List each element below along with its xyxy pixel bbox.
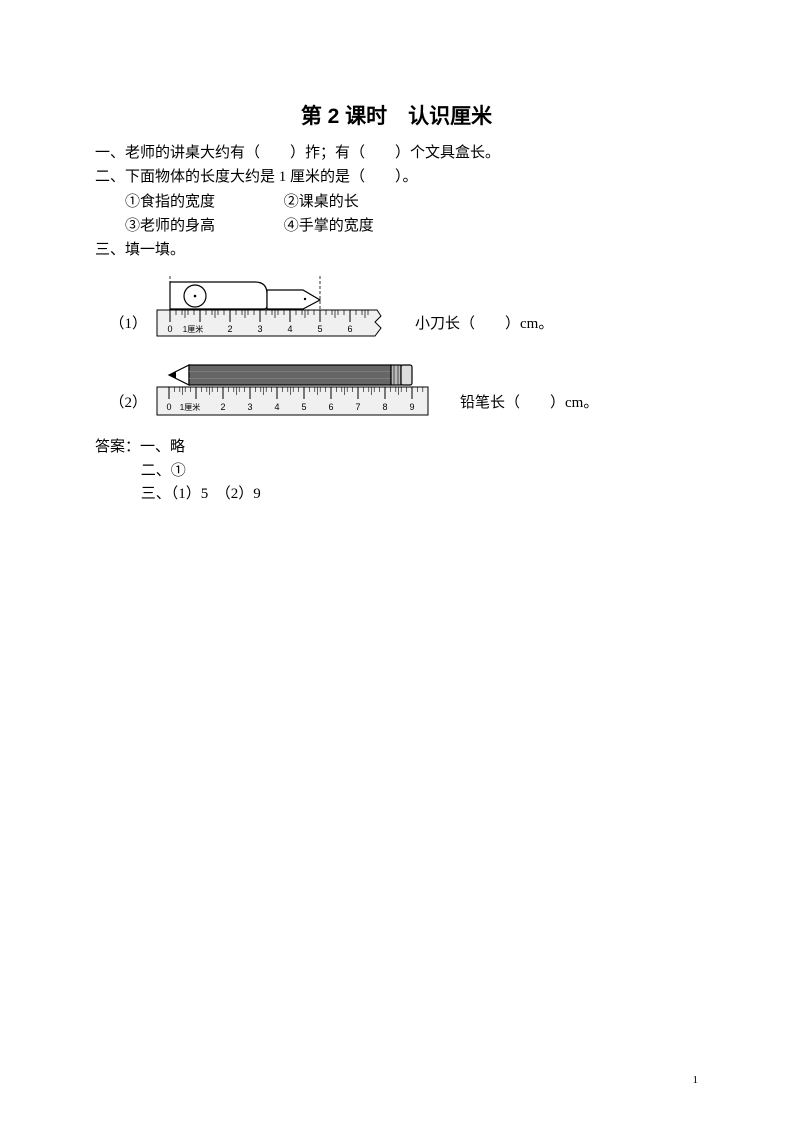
svg-text:5: 5 — [301, 402, 306, 412]
q3-sub1-label: （1） — [95, 312, 155, 343]
svg-text:2: 2 — [220, 402, 225, 412]
svg-text:6: 6 — [328, 402, 333, 412]
q2-opt3: ③老师的身高 — [125, 215, 280, 238]
svg-text:5: 5 — [317, 324, 322, 334]
q3-sub1-figure: 0 1厘米 2 3 4 5 6 — [155, 266, 385, 343]
svg-text:1厘米: 1厘米 — [183, 324, 203, 334]
question-1: 一、老师的讲桌大约有（ ）拃；有（ ）个文具盒长。 — [95, 142, 698, 165]
q2-opt1: ①食指的宽度 — [125, 191, 280, 214]
answer-3: 三、（1）5 （2）9 — [95, 483, 698, 506]
svg-text:1厘米: 1厘米 — [180, 402, 200, 412]
svg-text:0: 0 — [167, 324, 172, 334]
svg-text:4: 4 — [287, 324, 292, 334]
q3-sub2-label: （2） — [95, 391, 155, 422]
svg-text:0: 0 — [166, 402, 171, 412]
question-2-stem: 二、下面物体的长度大约是 1 厘米的是（ ）。 — [95, 166, 698, 189]
q3-sub2-caption: 铅笔长（ ）cm。 — [430, 391, 598, 422]
answers-prefix: 答案： — [95, 439, 140, 455]
question-2-options-row1: ①食指的宽度 ②课桌的长 — [95, 191, 698, 214]
page-number: 1 — [693, 1074, 699, 1086]
svg-text:6: 6 — [347, 324, 352, 334]
answers-block: 答案：一、略 二、① 三、（1）5 （2）9 — [95, 436, 698, 506]
svg-text:4: 4 — [274, 402, 279, 412]
svg-text:3: 3 — [247, 402, 252, 412]
q2-opt2: ②课桌的长 — [284, 191, 359, 214]
svg-text:8: 8 — [382, 402, 387, 412]
svg-text:7: 7 — [355, 402, 360, 412]
question-3-sub1: （1） 0 1厘米 2 3 4 5 6 — [95, 266, 698, 343]
q3-sub1-caption: 小刀长（ ）cm。 — [385, 312, 553, 343]
answers-line1: 答案：一、略 — [95, 436, 698, 459]
q2-opt4: ④手掌的宽度 — [284, 215, 374, 238]
question-2-options-row2: ③老师的身高 ④手掌的宽度 — [95, 215, 698, 238]
svg-text:3: 3 — [257, 324, 262, 334]
page-title: 第 2 课时 认识厘米 — [95, 100, 698, 130]
question-3-stem: 三、填一填。 — [95, 239, 698, 262]
q3-sub2-figure: 0 1厘米 2 3 4 5 6 7 8 9 — [155, 347, 430, 422]
answer-1: 一、略 — [140, 439, 185, 455]
svg-text:9: 9 — [409, 402, 414, 412]
question-3-sub2: （2） 0 1厘米 2 3 4 5 6 7 8 9 — [95, 347, 698, 422]
answer-2: 二、① — [95, 460, 698, 483]
svg-text:2: 2 — [227, 324, 232, 334]
